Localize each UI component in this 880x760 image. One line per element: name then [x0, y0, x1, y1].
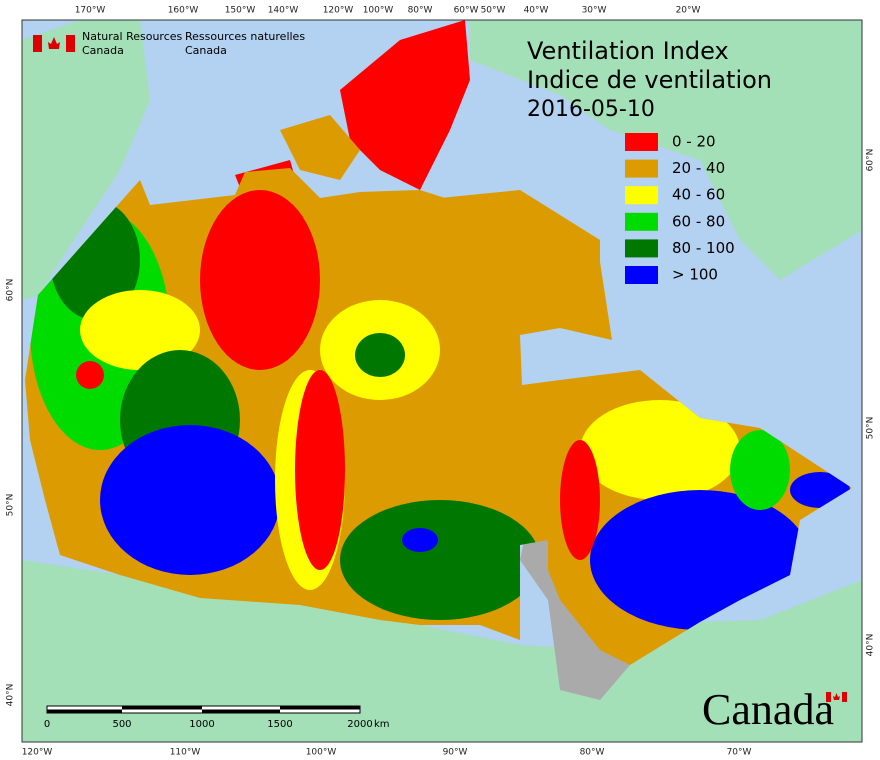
legend-label: 60 - 80	[672, 212, 725, 230]
alaska-russia	[22, 20, 150, 300]
scale-unit: km	[374, 719, 390, 730]
legend-label: 20 - 40	[672, 159, 725, 177]
legend-label: 80 - 100	[672, 239, 735, 257]
latitude-label: 60°N	[866, 149, 876, 172]
legend-swatch	[625, 186, 658, 205]
scale-label: 500	[112, 719, 131, 730]
scale-label: 1500	[267, 719, 292, 730]
scale-bar	[46, 705, 361, 714]
date: 2016-05-10	[527, 97, 655, 122]
longitude-label: 140°W	[268, 6, 299, 16]
latitude-label: 50°N	[866, 417, 876, 440]
scale-label: 0	[44, 719, 50, 730]
longitude-label: 70°W	[727, 748, 752, 758]
longitude-label: 120°W	[323, 6, 354, 16]
longitude-label: 170°W	[75, 6, 106, 16]
longitude-label: 160°W	[168, 6, 199, 16]
legend-swatch	[625, 159, 658, 178]
longitude-label: 80°W	[408, 6, 433, 16]
longitude-label: 60°W	[454, 6, 479, 16]
latitude-label: 40°N	[6, 684, 16, 707]
legend-label: > 100	[672, 266, 718, 284]
agency-fr: Canada	[185, 44, 227, 57]
longitude-label: 20°W	[676, 6, 701, 16]
legend-label: 0 - 20	[672, 133, 716, 151]
map-frame	[21, 19, 863, 743]
scale-label: 2000	[347, 719, 372, 730]
index-field	[30, 190, 850, 630]
longitude-label: 120°W	[22, 748, 53, 758]
agency-fr: Ressources naturelles	[185, 30, 305, 43]
longitude-label: 110°W	[170, 748, 201, 758]
graticule-labels: 170°W 160°W 150°W 140°W 120°W 100°W 80°W 60°W 50…	[6, 6, 876, 758]
latitude-label: 50°N	[6, 494, 16, 517]
latitude-label: 40°N	[866, 634, 876, 657]
longitude-label: 30°W	[582, 6, 607, 16]
legend-swatch	[625, 212, 658, 231]
united-states	[22, 560, 862, 742]
longitude-label: 90°W	[443, 748, 468, 758]
wordmark: Canada	[702, 685, 834, 734]
legend-swatch	[625, 239, 658, 258]
agency-en: Natural Resources	[82, 30, 183, 43]
logo-flag	[33, 35, 75, 52]
latitude-label: 60°N	[6, 279, 16, 302]
legend-label: 40 - 60	[672, 186, 725, 204]
scale-label: 1000	[189, 719, 214, 730]
agency-en: Canada	[82, 44, 124, 57]
greenland	[470, 20, 862, 280]
scale-labels: 0 500 1000 1500 2000 km	[44, 719, 390, 730]
title-fr: Indice de ventilation	[527, 66, 772, 94]
legend-swatch	[625, 266, 658, 284]
wordmark-flag	[826, 692, 847, 702]
longitude-label: 100°W	[306, 748, 337, 758]
longitude-label: 40°W	[524, 6, 549, 16]
legend: 0 - 20 20 - 40 40 - 60 60 - 80 80 - 100 > 100	[625, 133, 735, 284]
longitude-label: 150°W	[225, 6, 256, 16]
longitude-label: 80°W	[580, 748, 605, 758]
longitude-label: 100°W	[363, 6, 394, 16]
title-en: Ventilation Index	[527, 37, 729, 65]
legend-swatch	[625, 133, 658, 151]
longitude-label: 50°W	[481, 6, 506, 16]
